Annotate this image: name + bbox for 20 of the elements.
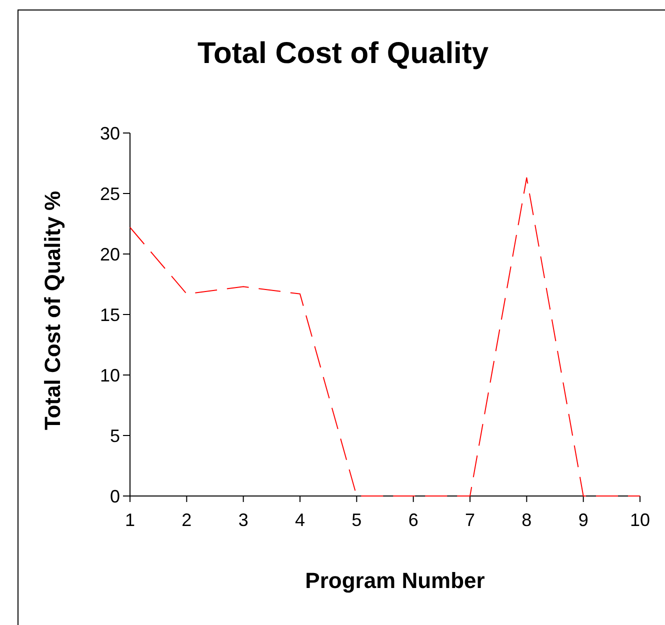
y-tick-label: 0 <box>110 486 120 506</box>
y-tick-label: 30 <box>100 123 120 144</box>
x-tick-label: 4 <box>294 510 306 530</box>
x-tick-label: 10 <box>630 510 650 530</box>
chart-title: Total Cost of Quality <box>197 37 489 70</box>
x-axis-title: Program Number <box>305 568 486 593</box>
y-axis-title: Total Cost of Quality % <box>40 190 65 430</box>
x-tick-label: 6 <box>408 510 418 530</box>
x-tick-label: 2 <box>182 510 192 530</box>
x-tick-label: 3 <box>238 510 248 530</box>
x-tick-label: 1 <box>124 510 136 530</box>
x-tick-label: 7 <box>464 510 476 530</box>
x-tick-label: 9 <box>578 510 588 530</box>
y-tick-label: 5 <box>110 426 120 446</box>
y-tick-label: 15 <box>100 304 120 325</box>
x-tick-label: 8 <box>522 510 532 530</box>
y-tick-label: 25 <box>100 184 120 204</box>
x-tick-label: 5 <box>352 510 362 530</box>
y-tick-label: 20 <box>100 244 120 264</box>
y-tick-label: 10 <box>100 365 120 386</box>
